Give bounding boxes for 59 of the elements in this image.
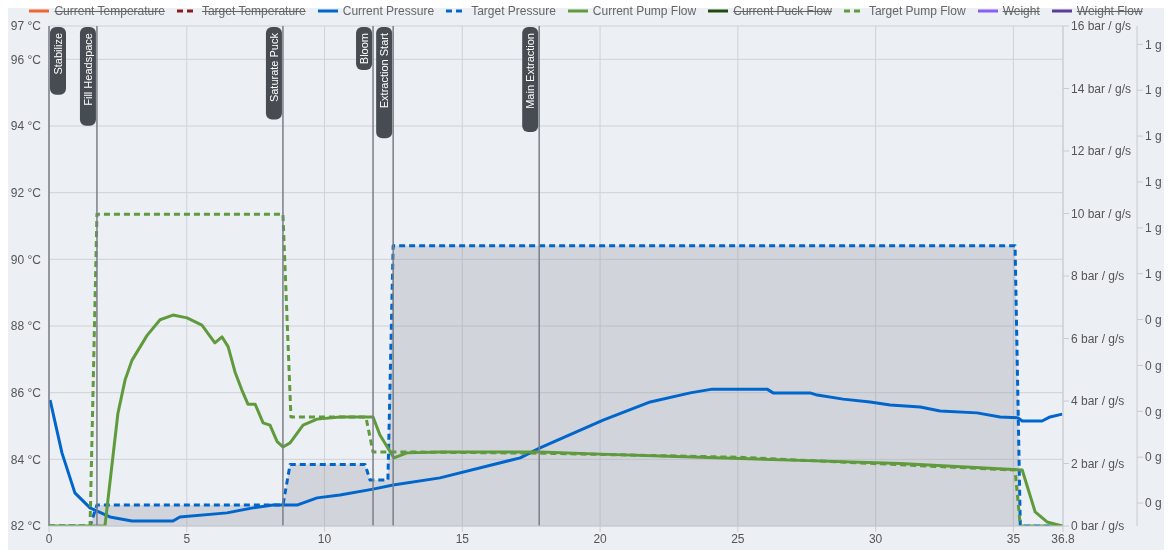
y3-tick-label: 1 g — [1145, 175, 1162, 190]
label-tag: Main Extraction — [522, 27, 539, 132]
legend-label: Weight Flow — [1076, 4, 1143, 18]
x-tick-label: 35 — [1006, 531, 1021, 546]
legend-label: Current Puck Flow — [733, 4, 832, 18]
x-tick-label: 20 — [593, 531, 608, 546]
y-tick-label: 86 °C — [10, 385, 42, 400]
legend-label: Target Temperature — [201, 4, 306, 18]
legend-label: Target Pump Flow — [868, 4, 966, 18]
x-tick-label: 5 — [183, 531, 191, 546]
y2-tick-label: 16 bar / g/s — [1071, 19, 1132, 34]
y3-tick-label: 1 g — [1145, 37, 1162, 52]
x-tick-label: 25 — [731, 531, 745, 546]
y-tick-label: 88 °C — [10, 319, 42, 334]
ref-line-label: Saturate Puck — [267, 32, 280, 103]
y2-tick-label: 0 bar / g/s — [1071, 519, 1125, 534]
x-tick-label: 10 — [317, 531, 332, 546]
y2-tick-label: 14 bar / g/s — [1071, 81, 1132, 96]
y3-tick-label: 1 g — [1145, 266, 1162, 281]
y-tick-label: 96 °C — [10, 52, 42, 67]
y-tick-label: 97 °C — [10, 19, 42, 34]
y-tick-label: 84 °C — [10, 452, 42, 467]
y3-tick-label: 0 g — [1145, 450, 1162, 465]
label-tag: Saturate Puck — [265, 27, 282, 120]
ref-line-label: Stabilize — [52, 33, 64, 75]
y2-tick-label: 10 bar / g/s — [1071, 206, 1132, 221]
y3-tick-label: 0 g — [1145, 358, 1162, 373]
label-tag: Bloom — [356, 27, 373, 70]
y2-tick-label: 2 bar / g/s — [1071, 456, 1125, 471]
label-tag: Fill Headspace — [79, 27, 96, 126]
ref-line-label: Fill Headspace — [81, 33, 94, 106]
ref-line-label: Main Extraction — [524, 33, 537, 109]
legend-label: Current Temperature — [54, 4, 165, 18]
y3-tick-label: 0 g — [1145, 312, 1162, 327]
y-tick-label: 90 °C — [10, 252, 42, 267]
ref-line-label: Extraction Start — [378, 33, 391, 109]
legend-label: Weight — [1002, 4, 1040, 18]
legend-label: Target Pressure — [471, 4, 556, 18]
y-tick-label: 92 °C — [10, 185, 42, 200]
y3-tick-label: 1 g — [1145, 129, 1162, 144]
y3-tick-label: 0 g — [1145, 404, 1162, 419]
legend-label: Current Pressure — [342, 4, 435, 18]
ref-line-label: Bloom — [358, 33, 371, 65]
y2-tick-label: 4 bar / g/s — [1071, 394, 1125, 409]
x-tick-label: 30 — [868, 531, 883, 546]
x-tick-label: 36.8 — [1051, 531, 1075, 546]
y2-tick-label: 12 bar / g/s — [1071, 144, 1132, 159]
label-tag: Stabilize — [50, 27, 66, 95]
x-tick-label: 15 — [455, 531, 470, 546]
y3-tick-label: 1 g — [1145, 83, 1162, 98]
y-tick-label: 94 °C — [10, 119, 42, 134]
y-tick-label: 82 °C — [10, 519, 42, 534]
y3-tick-label: 1 g — [1145, 221, 1162, 236]
y3-tick-label: 0 g — [1145, 496, 1162, 511]
label-tag: Extraction Start — [376, 27, 393, 139]
legend-label: Current Pump Flow — [592, 4, 697, 18]
y2-tick-label: 6 bar / g/s — [1071, 331, 1125, 346]
x-tick-label: 0 — [45, 531, 53, 546]
y2-tick-label: 8 bar / g/s — [1071, 269, 1125, 284]
